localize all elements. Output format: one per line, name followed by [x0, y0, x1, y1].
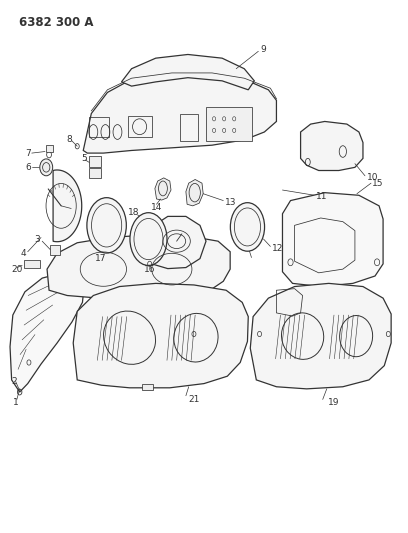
Text: 5: 5: [81, 154, 87, 163]
Polygon shape: [186, 180, 203, 206]
Polygon shape: [73, 284, 248, 388]
Text: 6: 6: [25, 163, 31, 172]
Text: 17: 17: [95, 254, 106, 263]
Text: 12: 12: [272, 244, 283, 253]
Polygon shape: [250, 284, 391, 389]
Bar: [50, 245, 60, 255]
Polygon shape: [53, 170, 82, 241]
Text: 4: 4: [21, 249, 27, 258]
Polygon shape: [83, 74, 277, 153]
Text: 18: 18: [129, 208, 140, 217]
Text: 7: 7: [25, 149, 31, 158]
Bar: [128, 116, 152, 138]
Text: 16: 16: [144, 265, 156, 273]
Polygon shape: [122, 54, 254, 90]
Polygon shape: [301, 122, 363, 171]
Text: 19: 19: [328, 398, 339, 407]
Polygon shape: [47, 235, 230, 298]
Text: 21: 21: [189, 395, 200, 404]
Text: 11: 11: [316, 192, 327, 201]
Text: 9: 9: [260, 45, 266, 54]
Text: 6382 300 A: 6382 300 A: [19, 16, 93, 29]
Polygon shape: [146, 216, 206, 269]
Bar: [89, 168, 100, 178]
Text: 14: 14: [151, 203, 162, 212]
Bar: [89, 117, 109, 138]
Bar: [46, 145, 53, 151]
Bar: [89, 156, 100, 167]
Text: 2: 2: [12, 377, 17, 386]
Bar: [24, 260, 40, 268]
Text: 15: 15: [372, 179, 384, 188]
Bar: [142, 384, 153, 391]
Polygon shape: [10, 273, 84, 392]
Bar: [206, 107, 252, 141]
Bar: [180, 114, 198, 141]
Text: 8: 8: [67, 135, 72, 144]
Ellipse shape: [130, 213, 167, 265]
Text: 1: 1: [13, 398, 19, 407]
Text: 10: 10: [367, 173, 379, 182]
Polygon shape: [155, 178, 171, 200]
Ellipse shape: [87, 198, 126, 253]
Ellipse shape: [40, 159, 53, 176]
Polygon shape: [282, 192, 383, 287]
Text: 20: 20: [12, 265, 23, 273]
Ellipse shape: [231, 203, 264, 251]
Text: 13: 13: [225, 198, 236, 207]
Text: 3: 3: [34, 235, 40, 244]
